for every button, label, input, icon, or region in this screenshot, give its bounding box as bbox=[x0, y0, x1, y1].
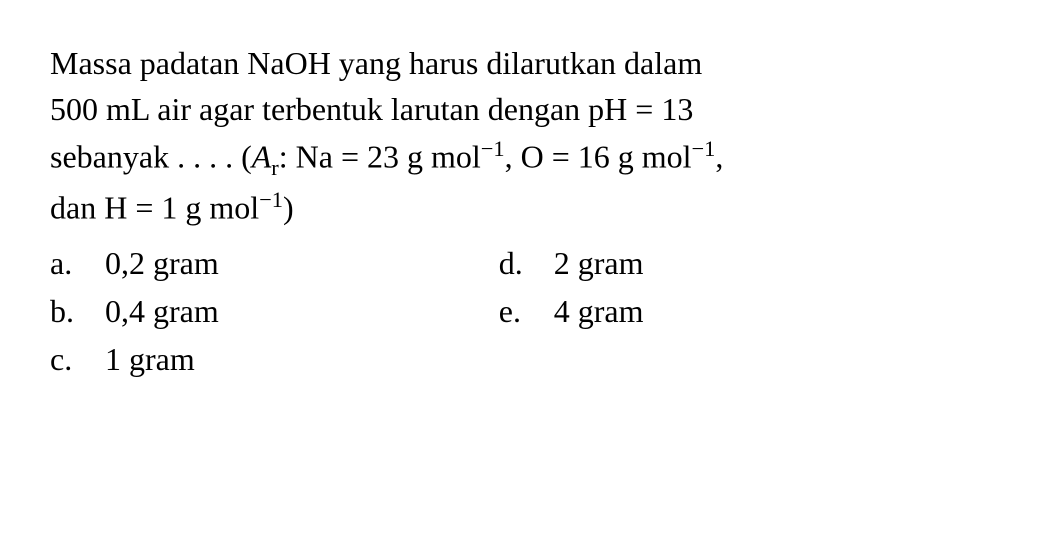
option-e-letter: e. bbox=[499, 287, 554, 335]
question-line-3-prefix: sebanyak . . . . ( bbox=[50, 138, 252, 174]
question-line-1: Massa padatan NaOH yang harus dilarutkan… bbox=[50, 45, 702, 81]
options-right-column: d. 2 gram e. 4 gram bbox=[499, 239, 644, 383]
ar-symbol: A bbox=[252, 138, 272, 174]
option-c-text: 1 gram bbox=[105, 335, 195, 383]
option-b-text: 0,4 gram bbox=[105, 287, 219, 335]
question-line-3-mid2: , O = 16 g mol bbox=[505, 138, 692, 174]
option-a-letter: a. bbox=[50, 239, 105, 287]
options-left-column: a. 0,2 gram b. 0,4 gram c. 1 gram bbox=[50, 239, 219, 383]
question-line-4-prefix: dan H = 1 g mol bbox=[50, 190, 259, 226]
option-e-text: 4 gram bbox=[554, 287, 644, 335]
exponent-3: −1 bbox=[259, 187, 283, 212]
question-line-2: 500 mL air agar terbentuk larutan dengan… bbox=[50, 91, 693, 127]
option-d: d. 2 gram bbox=[499, 239, 644, 287]
exponent-1: −1 bbox=[481, 136, 505, 161]
option-a-text: 0,2 gram bbox=[105, 239, 219, 287]
option-c: c. 1 gram bbox=[50, 335, 219, 383]
option-d-text: 2 gram bbox=[554, 239, 644, 287]
options-container: a. 0,2 gram b. 0,4 gram c. 1 gram d. 2 g… bbox=[50, 239, 993, 383]
ar-subscript: r bbox=[271, 155, 278, 180]
option-d-letter: d. bbox=[499, 239, 554, 287]
question-line-4-suffix: ) bbox=[283, 190, 294, 226]
option-b: b. 0,4 gram bbox=[50, 287, 219, 335]
question-line-3-mid3: , bbox=[715, 138, 723, 174]
exponent-2: −1 bbox=[692, 136, 716, 161]
option-c-letter: c. bbox=[50, 335, 105, 383]
option-e: e. 4 gram bbox=[499, 287, 644, 335]
option-a: a. 0,2 gram bbox=[50, 239, 219, 287]
option-b-letter: b. bbox=[50, 287, 105, 335]
question-container: Massa padatan NaOH yang harus dilarutkan… bbox=[50, 40, 993, 383]
question-stem: Massa padatan NaOH yang harus dilarutkan… bbox=[50, 40, 993, 231]
question-line-3-mid1: : Na = 23 g mol bbox=[279, 138, 481, 174]
